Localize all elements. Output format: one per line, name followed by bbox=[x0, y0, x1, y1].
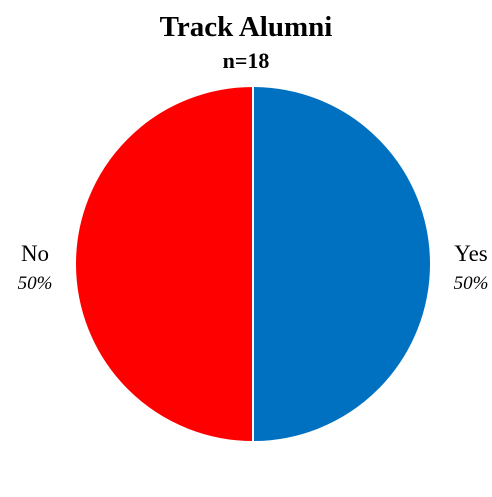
chart-subtitle: n=18 bbox=[222, 48, 270, 73]
slice-value-yes: 50% bbox=[454, 273, 489, 294]
pie-slices bbox=[74, 84, 432, 444]
pie-slice-no bbox=[74, 84, 254, 444]
chart-title: Track Alumni bbox=[159, 11, 333, 43]
slice-label-yes: Yes bbox=[454, 241, 488, 266]
slice-label-no: No bbox=[21, 241, 49, 266]
pie-slice-yes bbox=[252, 84, 432, 444]
pie-labels: Yes 50% No 50% bbox=[18, 241, 489, 294]
slice-value-no: 50% bbox=[18, 273, 53, 294]
